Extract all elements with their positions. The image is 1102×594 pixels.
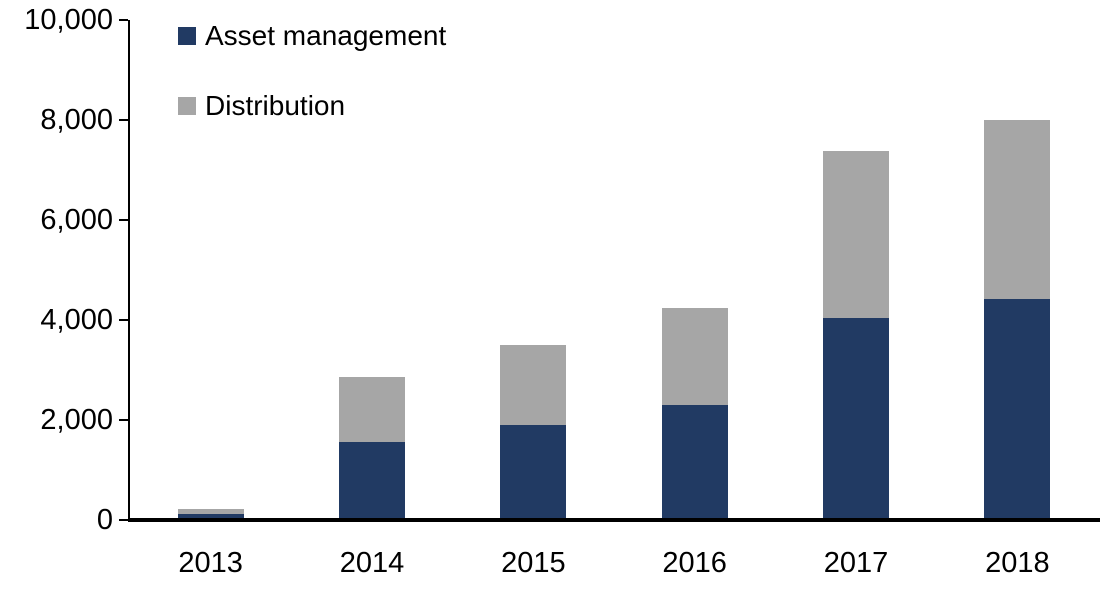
bar-segment-distribution-2016 [661,307,728,405]
bar-segment-asset-management-2013 [177,514,244,520]
y-tick-label-4000: 4,000 [40,304,113,336]
x-tick-label-2018: 2018 [985,547,1050,579]
bar-segment-distribution-2017 [823,150,889,318]
bar-segment-distribution-2015 [500,345,567,425]
x-tick-label-2016: 2016 [662,547,727,579]
legend-item-asset-management: Asset management [178,17,446,55]
x-tick-label-2015: 2015 [501,547,566,579]
bar-segment-asset-management-2017 [823,318,889,520]
y-tick-label-0: 0 [96,504,113,536]
y-tick-label-6000: 6,000 [40,204,113,236]
y-tick-mark-10000 [119,19,128,21]
legend-label-asset-management: Asset management [205,20,447,51]
chart-legend: Asset management Distribution [178,17,446,157]
y-tick-label-2000: 2,000 [40,404,113,436]
x-tick-label-2013: 2013 [178,547,243,579]
y-tick-mark-6000 [119,219,128,221]
bar-segment-asset-management-2014 [339,442,405,520]
bar-segment-asset-management-2015 [500,425,567,520]
bar-segment-asset-management-2018 [984,299,1051,520]
legend-swatch-distribution [178,97,196,115]
bar-segment-distribution-2014 [339,377,405,442]
y-axis-line [128,20,130,520]
x-axis-line [128,518,1100,522]
y-tick-mark-8000 [119,119,128,121]
x-tick-label-2017: 2017 [823,547,889,579]
y-tick-label-8000: 8,000 [40,104,113,136]
y-tick-mark-2000 [119,419,128,421]
x-tick-label-2014: 2014 [339,547,405,579]
bar-segment-asset-management-2016 [661,405,728,520]
bar-segment-distribution-2013 [177,509,244,514]
legend-swatch-asset-management [178,27,196,45]
y-tick-mark-4000 [119,319,128,321]
legend-item-distribution: Distribution [178,87,446,125]
legend-label-distribution: Distribution [205,90,346,121]
y-tick-mark-0 [119,519,128,521]
y-tick-label-10000: 10,000 [24,4,113,36]
bar-segment-distribution-2018 [984,120,1051,299]
